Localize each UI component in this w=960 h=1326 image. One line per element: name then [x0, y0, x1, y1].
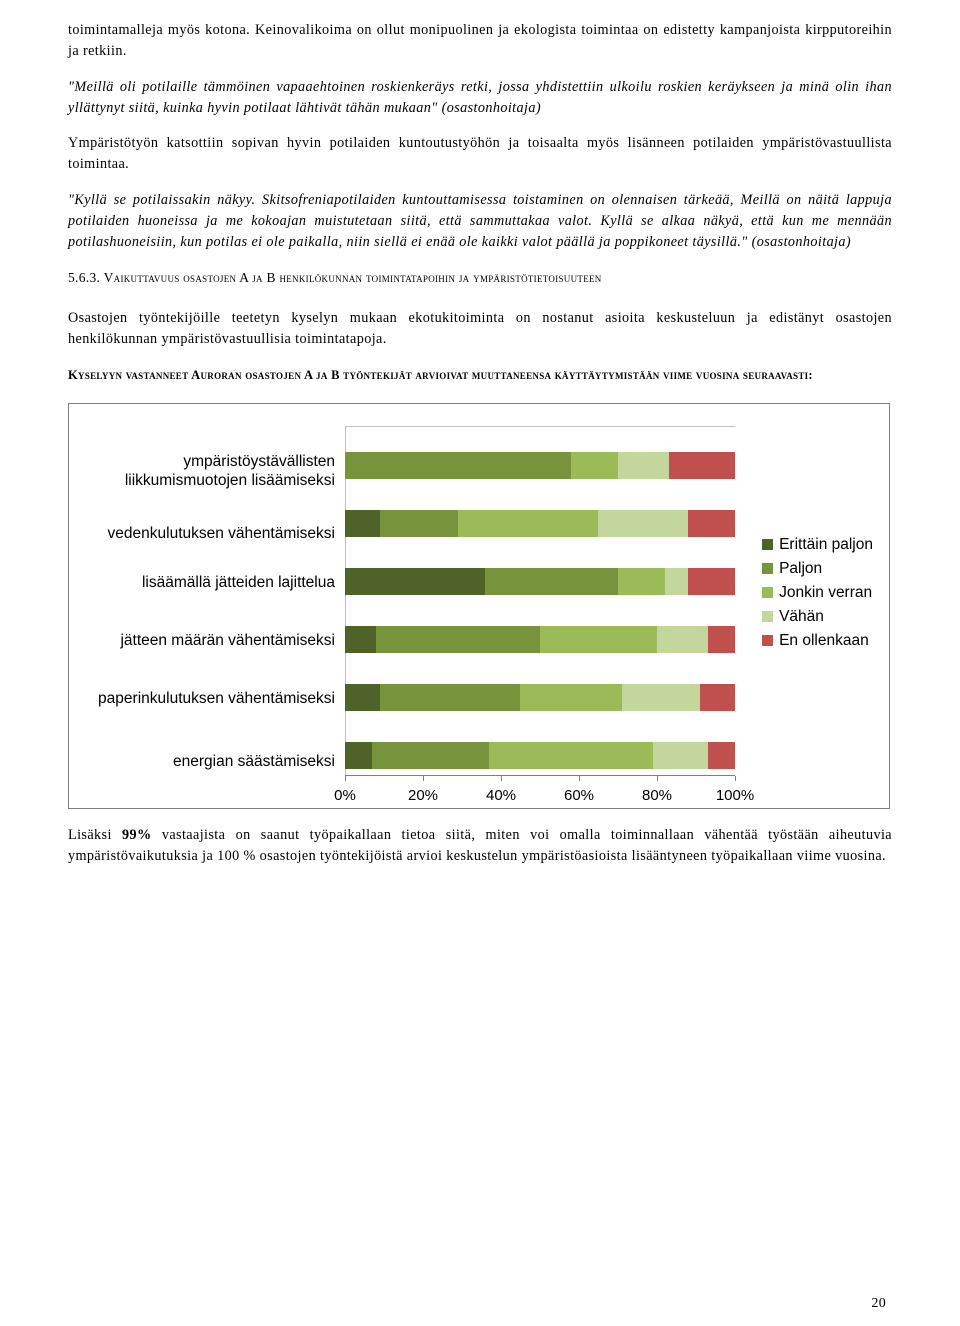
- chart-plot-area: 0%20%40%60%80%100%: [345, 426, 735, 776]
- chart-x-tick: [345, 776, 346, 781]
- quote-paragraph: "Meillä oli potilaille tämmöinen vapaaeh…: [68, 77, 892, 120]
- chart-bar-segment: [653, 742, 708, 769]
- chart-bar-segment: [618, 568, 665, 595]
- chart-bar-segment: [540, 626, 657, 653]
- chart-x-tick-label: 40%: [486, 787, 516, 804]
- chart-x-tick-label: 20%: [408, 787, 438, 804]
- chart-bar-segment: [598, 510, 688, 537]
- chart-legend-swatch: [762, 587, 773, 598]
- chart-x-tick: [579, 776, 580, 781]
- chart-bar-segment: [380, 510, 458, 537]
- chart-category-label: paperinkulutuksen vähentämiseksi: [77, 689, 335, 708]
- body-paragraph: Osastojen työntekijöille teetetyn kysely…: [68, 308, 892, 351]
- chart-bar-segment: [618, 452, 669, 479]
- chart-legend-swatch: [762, 563, 773, 574]
- chart-bar-segment: [669, 452, 735, 479]
- chart-bar-segment: [571, 452, 618, 479]
- chart-legend-item: En ollenkaan: [762, 632, 873, 650]
- survey-bar-chart: 0%20%40%60%80%100% Erittäin paljonPaljon…: [68, 403, 890, 809]
- chart-x-tick-label: 80%: [642, 787, 672, 804]
- chart-bar-row: [345, 510, 735, 537]
- chart-x-tick-label: 100%: [716, 787, 754, 804]
- chart-border: [345, 426, 735, 427]
- chart-bar-row: [345, 626, 735, 653]
- chart-x-tick-label: 60%: [564, 787, 594, 804]
- chart-bar-row: [345, 684, 735, 711]
- chart-bar-segment: [489, 742, 653, 769]
- chart-x-tick: [501, 776, 502, 781]
- chart-category-label: lisäämällä jätteiden lajittelua: [77, 573, 335, 592]
- chart-bar-segment: [372, 742, 489, 769]
- body-paragraph: Ympäristötyön katsottiin sopivan hyvin p…: [68, 133, 892, 176]
- chart-bar-segment: [345, 510, 380, 537]
- chart-category-label: vedenkulutuksen vähentämiseksi: [77, 524, 335, 543]
- chart-bar-segment: [345, 568, 485, 595]
- chart-bar-segment: [380, 684, 520, 711]
- chart-legend-item: Erittäin paljon: [762, 536, 873, 554]
- chart-bar-segment: [485, 568, 618, 595]
- chart-bar-segment: [708, 742, 735, 769]
- chart-category-label: energian säästämiseksi: [77, 752, 335, 771]
- chart-bar-segment: [520, 684, 621, 711]
- chart-legend-swatch: [762, 635, 773, 646]
- chart-bar-segment: [376, 626, 540, 653]
- section-heading: 5.6.3. Vaikuttavuus osastojen A ja B hen…: [68, 268, 892, 288]
- chart-bar-segment: [688, 568, 735, 595]
- survey-heading: Kyselyyn vastanneet Auroran osastojen A …: [68, 365, 892, 385]
- chart-bar-row: [345, 568, 735, 595]
- chart-x-tick-label: 0%: [334, 787, 356, 804]
- chart-legend-item: Vähän: [762, 608, 873, 626]
- chart-legend-label: Erittäin paljon: [779, 536, 873, 554]
- chart-bar-segment: [657, 626, 708, 653]
- chart-bar-segment: [665, 568, 688, 595]
- chart-legend-label: Paljon: [779, 560, 822, 578]
- x-axis-line: [345, 775, 735, 776]
- chart-bar-segment: [345, 452, 571, 479]
- chart-bar-segment: [700, 684, 735, 711]
- page-number: 20: [871, 1296, 886, 1312]
- chart-legend-label: En ollenkaan: [779, 632, 869, 650]
- chart-bar-row: [345, 452, 735, 479]
- chart-bar-segment: [345, 742, 372, 769]
- chart-legend-swatch: [762, 611, 773, 622]
- section-number: 5.6.3.: [68, 270, 104, 285]
- chart-bar-segment: [688, 510, 735, 537]
- text-span: Lisäksi: [68, 827, 122, 843]
- chart-category-label: jätteen määrän vähentämiseksi: [77, 631, 335, 650]
- chart-legend: Erittäin paljon Paljon Jonkin verran Vähän E…: [762, 536, 873, 656]
- chart-legend-item: Paljon: [762, 560, 873, 578]
- chart-bar-row: [345, 742, 735, 769]
- chart-bar-segment: [345, 684, 380, 711]
- chart-bar-segment: [708, 626, 735, 653]
- chart-legend-swatch: [762, 539, 773, 550]
- body-paragraph: Lisäksi 99% vastaajista on saanut työpai…: [68, 825, 892, 868]
- chart-x-tick: [657, 776, 658, 781]
- chart-legend-label: Jonkin verran: [779, 584, 872, 602]
- body-paragraph: toimintamalleja myös kotona. Keinovaliko…: [68, 20, 892, 63]
- chart-bar-segment: [458, 510, 598, 537]
- chart-legend-label: Vähän: [779, 608, 824, 626]
- chart-legend-item: Jonkin verran: [762, 584, 873, 602]
- chart-bar-segment: [622, 684, 700, 711]
- quote-paragraph: "Kyllä se potilaissakin näkyy. Skitsofre…: [68, 190, 892, 254]
- chart-x-tick: [423, 776, 424, 781]
- chart-category-label: ympäristöystävällisten liikkumismuotojen…: [77, 452, 335, 491]
- chart-x-tick: [735, 776, 736, 781]
- text-span: vastaajista on saanut työpaikallaan tiet…: [68, 827, 892, 864]
- chart-bar-segment: [345, 626, 376, 653]
- section-title: Vaikuttavuus osastojen A ja B henkilökun…: [104, 270, 602, 285]
- bold-percentage: 99%: [122, 827, 152, 843]
